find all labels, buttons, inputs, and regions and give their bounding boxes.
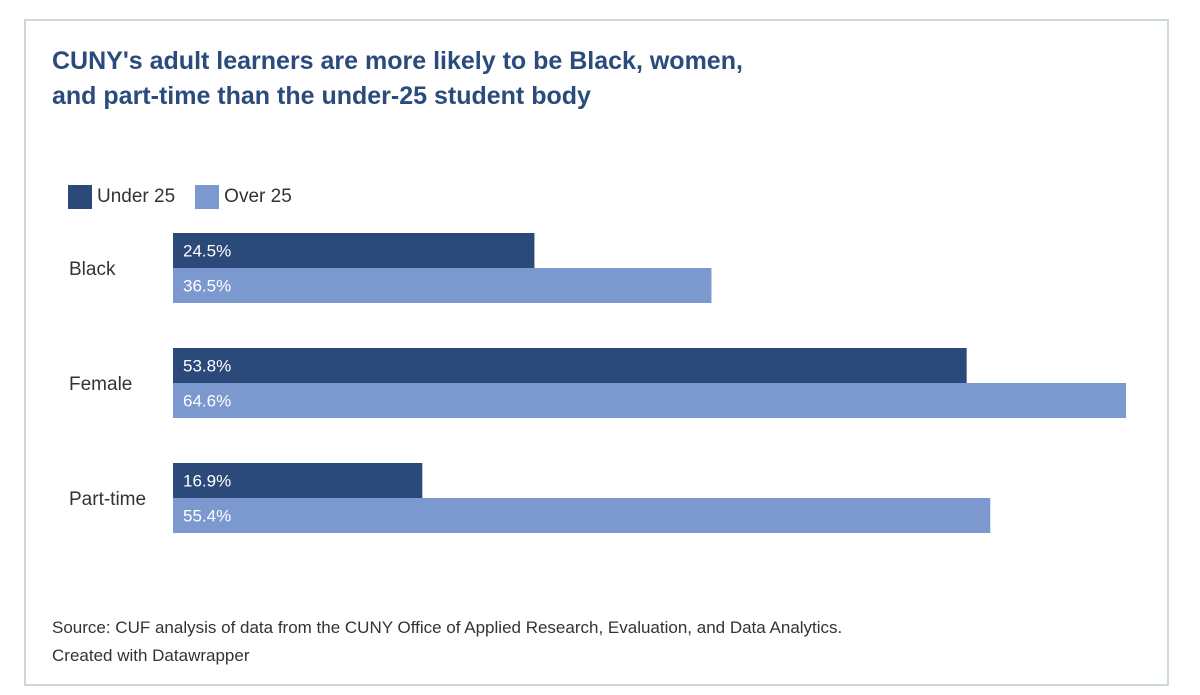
value-label-part-time-under-25: 16.9% — [183, 472, 231, 491]
legend-swatch-over-25 — [195, 185, 220, 209]
chart-title-line-2: and part-time than the under-25 student … — [52, 82, 591, 110]
legend-item-over-25: Over 25 — [195, 185, 292, 209]
source-note: Source: CUF analysis of data from the CU… — [52, 618, 843, 637]
bar-part-time-over-25 — [173, 498, 991, 533]
value-label-black-over-25: 36.5% — [183, 277, 231, 296]
value-label-part-time-over-25: 55.4% — [183, 507, 231, 526]
credit-note: Created with Datawrapper — [52, 646, 250, 665]
chart-title-line-1: CUNY's adult learners are more likely to… — [52, 47, 743, 75]
legend-label-over-25: Over 25 — [224, 186, 292, 207]
value-label-female-over-25: 64.6% — [183, 392, 231, 411]
chart-source: Source: CUF analysis of data from the CU… — [52, 614, 842, 670]
bar-chart: Black 24.5% 36.5% Female 53.8% 64.6% Part-time… — [69, 233, 1126, 533]
chart-title: CUNY's adult learners are more likely to… — [52, 44, 1052, 114]
bar-black-over-25 — [173, 268, 712, 303]
legend-label-under-25: Under 25 — [97, 186, 176, 207]
category-label-black: Black — [69, 259, 116, 280]
bar-female-over-25 — [173, 383, 1126, 418]
category-label-female: Female — [69, 374, 132, 395]
category-label-part-time: Part-time — [69, 489, 146, 510]
legend-swatch-under-25 — [68, 185, 92, 209]
bar-female-under-25 — [173, 348, 967, 383]
bar-part-time-under-25 — [173, 463, 423, 498]
value-label-black-under-25: 24.5% — [183, 242, 231, 261]
bar-black-under-25 — [173, 233, 535, 268]
legend-item-under-25: Under 25 — [68, 185, 175, 209]
chart-legend: Under 25 Over 25 — [68, 184, 312, 210]
value-label-female-under-25: 53.8% — [183, 357, 231, 376]
